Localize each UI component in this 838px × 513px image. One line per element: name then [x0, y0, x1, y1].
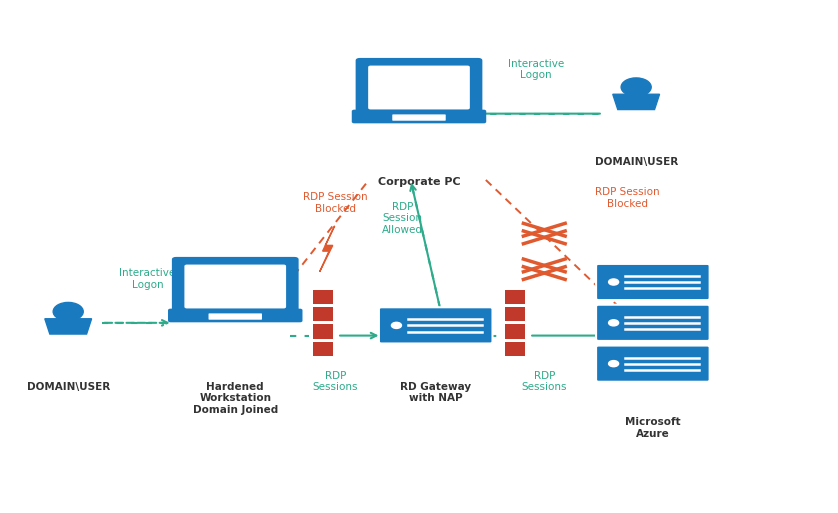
FancyBboxPatch shape: [313, 324, 334, 339]
FancyBboxPatch shape: [368, 66, 470, 109]
Polygon shape: [319, 226, 334, 272]
Text: RDP Session
Blocked: RDP Session Blocked: [596, 187, 660, 209]
FancyBboxPatch shape: [352, 110, 486, 123]
FancyBboxPatch shape: [392, 114, 446, 121]
Text: Interactive
Logon: Interactive Logon: [508, 59, 564, 81]
Circle shape: [608, 361, 618, 367]
Text: RD Gateway
with NAP: RD Gateway with NAP: [400, 382, 471, 403]
Circle shape: [391, 322, 401, 328]
FancyBboxPatch shape: [379, 307, 493, 344]
FancyBboxPatch shape: [504, 324, 525, 339]
FancyBboxPatch shape: [596, 346, 710, 382]
FancyBboxPatch shape: [355, 58, 483, 117]
Text: RDP
Sessions: RDP Sessions: [521, 371, 567, 392]
FancyBboxPatch shape: [504, 307, 525, 321]
Text: DOMAIN\USER: DOMAIN\USER: [27, 382, 110, 391]
Circle shape: [608, 320, 618, 326]
Polygon shape: [613, 94, 660, 110]
Circle shape: [608, 279, 618, 285]
Circle shape: [621, 78, 651, 96]
FancyBboxPatch shape: [313, 342, 334, 356]
Text: RDP Session
Blocked: RDP Session Blocked: [303, 192, 368, 214]
Text: DOMAIN\USER: DOMAIN\USER: [594, 157, 678, 167]
FancyBboxPatch shape: [596, 305, 710, 341]
FancyBboxPatch shape: [504, 342, 525, 356]
FancyBboxPatch shape: [184, 265, 286, 308]
Text: Hardened
Workstation
Domain Joined: Hardened Workstation Domain Joined: [193, 382, 278, 415]
Circle shape: [53, 303, 83, 321]
FancyBboxPatch shape: [168, 309, 303, 322]
FancyBboxPatch shape: [504, 290, 525, 304]
FancyBboxPatch shape: [313, 307, 334, 321]
Text: RDP
Sessions: RDP Sessions: [313, 371, 358, 392]
Text: RDP
Session
Allowed: RDP Session Allowed: [382, 202, 423, 235]
FancyBboxPatch shape: [172, 257, 298, 316]
Text: Interactive
Logon: Interactive Logon: [120, 268, 176, 290]
Text: Microsoft
Azure: Microsoft Azure: [625, 417, 680, 439]
FancyBboxPatch shape: [313, 290, 334, 304]
Polygon shape: [44, 319, 91, 334]
FancyBboxPatch shape: [596, 264, 710, 300]
Text: Corporate PC: Corporate PC: [378, 177, 460, 187]
FancyBboxPatch shape: [209, 313, 262, 320]
